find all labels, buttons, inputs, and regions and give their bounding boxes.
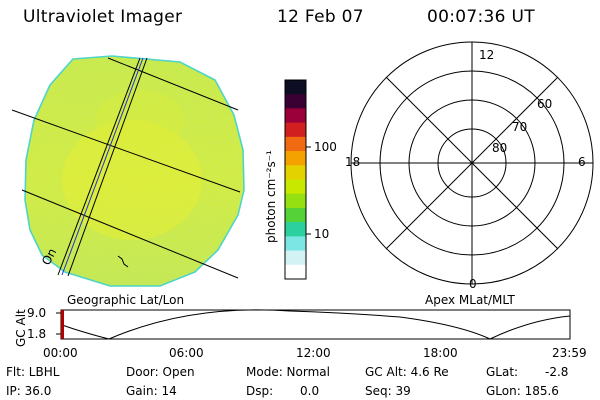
glat-label: GLat:	[486, 365, 519, 379]
altitude-curve	[61, 309, 571, 340]
door-status: Door: Open	[126, 365, 195, 379]
instrument-title: Ultraviolet Imager	[23, 7, 183, 27]
sequence-status: Seq: 39	[365, 384, 411, 398]
altitude-plot-frame	[60, 309, 571, 340]
polar-grid	[350, 41, 594, 285]
colorbar-band	[285, 136, 306, 152]
colorbar-band	[285, 108, 306, 124]
mlat-label-60: 60	[537, 97, 553, 111]
altitude-xtick-2359: 23:59	[552, 346, 587, 360]
mlt-label-6: 6	[578, 155, 586, 169]
ip-status: IP: 36.0	[6, 384, 52, 398]
altitude-xtick-0600: 06:00	[169, 346, 204, 360]
colorbar-tick-100: 100	[314, 140, 337, 154]
altitude-y-ticks	[56, 312, 61, 335]
mlat-label-70: 70	[512, 120, 528, 134]
filter-status: Flt: LBHL	[6, 365, 60, 379]
colorbar-band	[285, 250, 306, 266]
altitude-xtick-0000: 00:00	[43, 346, 78, 360]
colorbar-band	[285, 264, 306, 280]
colorbar-band	[285, 94, 306, 110]
altitude-ylabel: GC Alt	[14, 309, 28, 347]
gc-alt-status: GC Alt: 4.6 Re	[365, 365, 449, 379]
altitude-ytick-9: 9.0	[27, 306, 47, 320]
colorbar-tick-10: 10	[314, 227, 330, 241]
colorbar-band	[285, 207, 306, 223]
mlt-label-18: 18	[345, 155, 361, 169]
glat-value: -2.8	[545, 365, 569, 379]
colorbar-ticks	[306, 146, 311, 235]
apex-caption: Apex MLat/MLT	[425, 293, 515, 307]
mlat-label-80: 80	[492, 141, 508, 155]
colorbar-band	[285, 179, 306, 195]
altitude-xtick-1800: 18:00	[423, 346, 458, 360]
uv-image-disk	[24, 55, 245, 287]
colorbar-band	[285, 165, 306, 181]
colorbar-band	[285, 236, 306, 252]
altitude-xtick-1200: 12:00	[296, 346, 331, 360]
satellite-track	[61, 57, 144, 276]
gain-status: Gain: 14	[126, 384, 177, 398]
mlt-label-12: 12	[479, 48, 495, 62]
colorbar-unit-label: photon cm⁻²s⁻¹	[264, 150, 278, 243]
geographic-caption: Geographic Lat/Lon	[67, 293, 185, 307]
observation-date: 12 Feb 07	[277, 7, 364, 27]
colorbar-band	[285, 151, 306, 166]
colorbar-frame	[284, 79, 307, 280]
observation-time: 00:07:36 UT	[427, 7, 535, 27]
colorbar	[285, 80, 306, 280]
geographic-grid	[11, 57, 241, 279]
mlt-label-0: 0	[469, 277, 477, 291]
colorbar-band	[285, 222, 306, 237]
current-time-marker	[61, 310, 64, 339]
altitude-ytick-1-8: 1.8	[27, 327, 47, 341]
glon-status: GLon: 185.6	[486, 384, 559, 398]
dsp-label: Dsp:	[246, 384, 274, 398]
mode-status: Mode: Normal	[246, 365, 330, 379]
colorbar-band	[285, 193, 306, 209]
dsp-value: 0.0	[300, 384, 320, 398]
colorbar-band	[285, 80, 306, 95]
colorbar-band	[285, 122, 306, 138]
